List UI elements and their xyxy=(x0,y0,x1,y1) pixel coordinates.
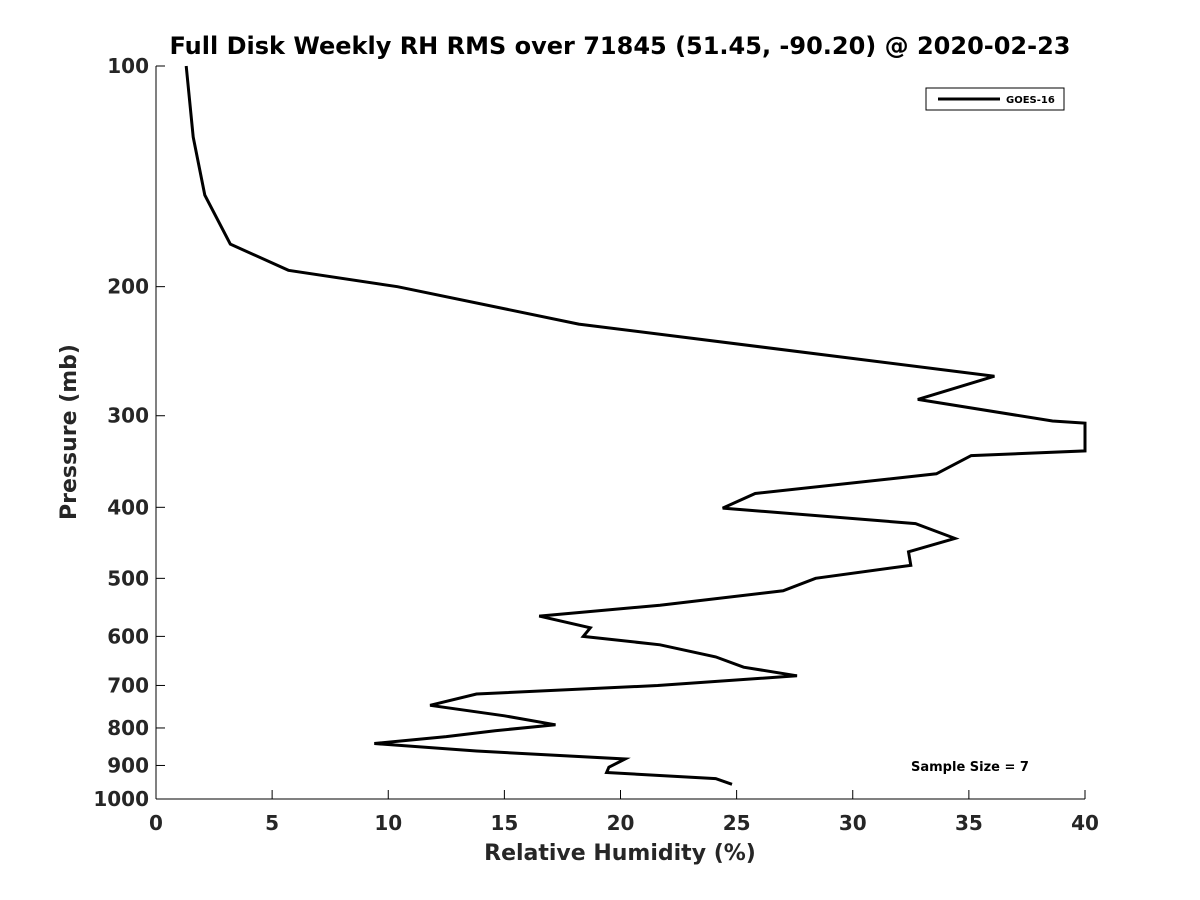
y-tick-label: 700 xyxy=(107,673,149,697)
sample-size-annotation: Sample Size = 7 xyxy=(911,760,1029,775)
x-tick-label: 20 xyxy=(607,811,635,835)
y-tick-label: 800 xyxy=(107,716,149,740)
y-tick-label: 1000 xyxy=(93,787,149,811)
chart-title: Full Disk Weekly RH RMS over 71845 (51.4… xyxy=(169,32,1070,60)
legend: GOES-16 xyxy=(925,87,1065,111)
legend-label: GOES-16 xyxy=(1006,95,1055,106)
y-axis-label: Pressure (mb) xyxy=(57,344,82,520)
x-tick-label: 10 xyxy=(374,811,402,835)
x-tick-label: 15 xyxy=(490,811,518,835)
series-line-goes-16 xyxy=(184,65,1087,786)
x-ticks: 0 5 10 15 20 25 30 35 40 xyxy=(149,790,1099,835)
x-axis-label: Relative Humidity (%) xyxy=(484,841,756,866)
series-layer xyxy=(184,65,1087,786)
y-ticks: 100 200 300 400 500 600 700 800 900 1000 xyxy=(93,54,165,811)
axes xyxy=(155,66,1085,800)
y-tick-label: 100 xyxy=(107,54,149,78)
x-tick-label: 40 xyxy=(1071,811,1099,835)
y-tick-label: 500 xyxy=(107,566,149,590)
y-tick-label: 600 xyxy=(107,624,149,648)
y-tick-label: 300 xyxy=(107,404,149,428)
x-tick-label: 35 xyxy=(955,811,983,835)
x-tick-label: 5 xyxy=(265,811,279,835)
x-tick-label: 0 xyxy=(149,811,163,835)
x-tick-label: 30 xyxy=(839,811,867,835)
y-tick-label: 200 xyxy=(107,275,149,299)
x-tick-label: 25 xyxy=(723,811,751,835)
y-tick-label: 400 xyxy=(107,495,149,519)
y-tick-label: 900 xyxy=(107,753,149,777)
